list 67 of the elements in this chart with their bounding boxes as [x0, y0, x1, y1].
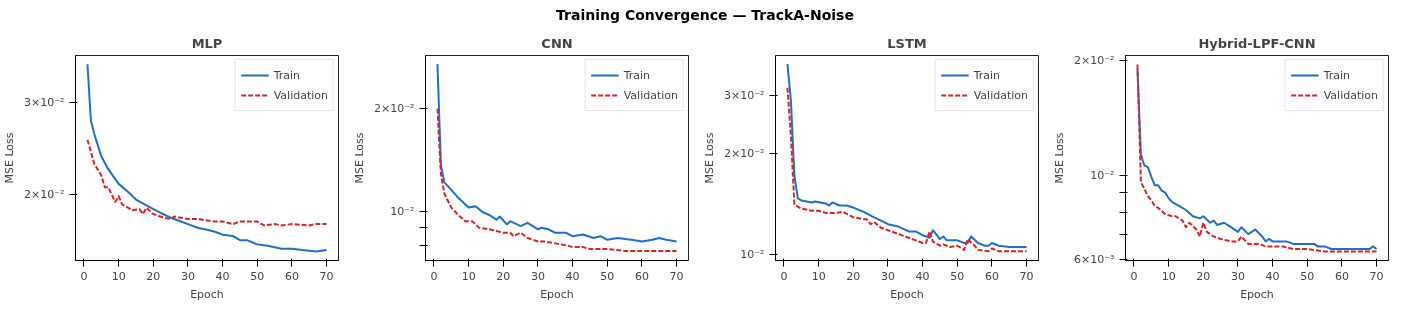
x-tick-label: 20 [846, 269, 861, 283]
text: Training Convergence — TrackA-Noise [556, 6, 854, 25]
x-tick-label: 40 [1265, 269, 1280, 283]
legend-label: Validation [623, 88, 678, 102]
x-tick-label: 30 [880, 269, 895, 283]
x-tick-label: 40 [565, 269, 580, 283]
x-axis-title: Epoch [1240, 287, 1274, 301]
x-tick-label: 60 [284, 269, 299, 283]
x-tick-label: 20 [1196, 269, 1211, 283]
y-tick-label: 2×10⁻² [724, 147, 765, 161]
x-tick-label: 0 [780, 269, 788, 283]
chart-title: MLP [191, 35, 223, 51]
x-tick-label: 40 [215, 269, 230, 283]
x-tick-label: 0 [430, 269, 438, 283]
y-axis-title: MSE Loss [703, 132, 717, 184]
x-tick-label: 40 [915, 269, 930, 283]
x-tick-label: 0 [1130, 269, 1138, 283]
x-tick-label: 10 [461, 269, 476, 283]
chart-title: CNN [541, 35, 573, 51]
x-tick-label: 50 [1300, 269, 1315, 283]
line-series [86, 63, 328, 253]
y-tick-label: 3×10⁻² [24, 96, 65, 110]
x-tick-label: 20 [146, 269, 161, 283]
legend-label: Validation [273, 88, 328, 102]
x-axis-title: Epoch [190, 287, 224, 301]
y-tick-label: 2×10⁻² [1074, 53, 1115, 67]
line-series [436, 107, 678, 252]
y-tick-label: 2×10⁻² [374, 102, 415, 116]
x-tick-label: 0 [80, 269, 88, 283]
legend-label: Train [273, 68, 301, 82]
y-tick-label: 10⁻² [740, 247, 765, 261]
x-tick-label: 10 [811, 269, 826, 283]
chart-title: LSTM [887, 35, 927, 51]
x-tick-label: 20 [496, 269, 511, 283]
x-tick-label: 50 [250, 269, 265, 283]
y-axis-title: MSE Loss [1053, 132, 1067, 184]
y-tick-label: 10⁻² [390, 205, 415, 219]
chart-title: Hybrid-LPF-CNN [1198, 35, 1316, 51]
x-tick-label: 30 [530, 269, 545, 283]
y-tick-label: 10⁻² [1090, 168, 1115, 182]
legend-label: Train [1323, 68, 1351, 82]
x-tick-label: 10 [111, 269, 126, 283]
legend-label: Train [623, 68, 651, 82]
x-tick-label: 50 [600, 269, 615, 283]
legend-label: Validation [1323, 88, 1378, 102]
x-tick-label: 60 [984, 269, 999, 283]
x-tick-label: 70 [319, 269, 334, 283]
x-tick-label: 10 [1161, 269, 1176, 283]
x-tick-label: 60 [1334, 269, 1349, 283]
x-tick-label: 60 [634, 269, 649, 283]
y-tick-label: 2×10⁻² [24, 188, 65, 202]
x-tick-label: 50 [950, 269, 965, 283]
y-tick-label: 3×10⁻² [724, 88, 765, 102]
x-axis-title: Epoch [890, 287, 924, 301]
line-series [436, 63, 678, 243]
x-tick-label: 30 [180, 269, 195, 283]
legend-label: Train [973, 68, 1001, 82]
y-tick-label: 6×10⁻³ [1074, 253, 1115, 267]
x-axis-title: Epoch [540, 287, 574, 301]
x-tick-label: 70 [1019, 269, 1034, 283]
y-axis-title: MSE Loss [353, 132, 367, 184]
legend-label: Validation [973, 88, 1028, 102]
x-tick-label: 70 [669, 269, 684, 283]
x-tick-label: 30 [1230, 269, 1245, 283]
x-tick-label: 70 [1369, 269, 1384, 283]
y-axis-title: MSE Loss [3, 132, 17, 184]
line-series [86, 138, 328, 227]
